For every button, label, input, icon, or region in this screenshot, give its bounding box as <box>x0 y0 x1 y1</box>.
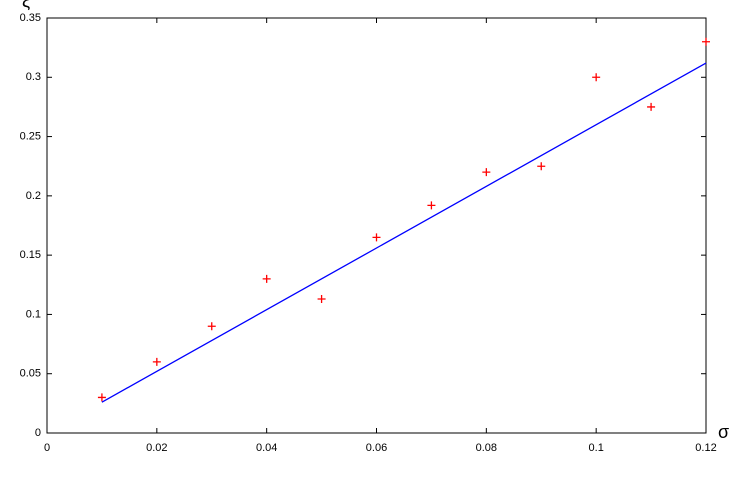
y-tick-label: 0.15 <box>20 249 41 261</box>
data-point <box>427 201 436 210</box>
y-tick-label: 0.05 <box>20 368 41 380</box>
x-tick-label: 0.04 <box>256 442 277 454</box>
y-tick-label: 0.25 <box>20 130 41 142</box>
y-tick-label: 0.3 <box>26 71 41 83</box>
data-point <box>647 102 656 111</box>
y-tick-label: 0.2 <box>26 190 41 202</box>
data-point <box>537 162 546 171</box>
y-tick-label: 0 <box>35 427 41 439</box>
x-tick-label: 0.08 <box>476 442 497 454</box>
data-point <box>372 233 381 242</box>
x-tick-label: 0.12 <box>695 442 716 454</box>
data-point <box>702 37 710 46</box>
data-point <box>317 295 326 304</box>
fit-line <box>101 62 707 403</box>
x-tick-label: 0.06 <box>366 442 387 454</box>
plot-frame <box>46 17 707 434</box>
data-point <box>97 393 106 402</box>
x-tick-label: 0 <box>44 442 50 454</box>
x-axis-label: σ <box>718 422 729 442</box>
data-point <box>207 322 216 331</box>
x-tick-label: 0.02 <box>146 442 167 454</box>
y-axis-label: ξ <box>22 0 30 11</box>
data-point <box>262 274 271 283</box>
data-point <box>152 357 161 366</box>
x-tick-label: 0.1 <box>589 442 604 454</box>
y-tick-label: 0.1 <box>26 308 41 320</box>
y-tick-label: 0.35 <box>20 12 41 24</box>
data-point <box>482 168 491 177</box>
data-point <box>592 73 601 82</box>
